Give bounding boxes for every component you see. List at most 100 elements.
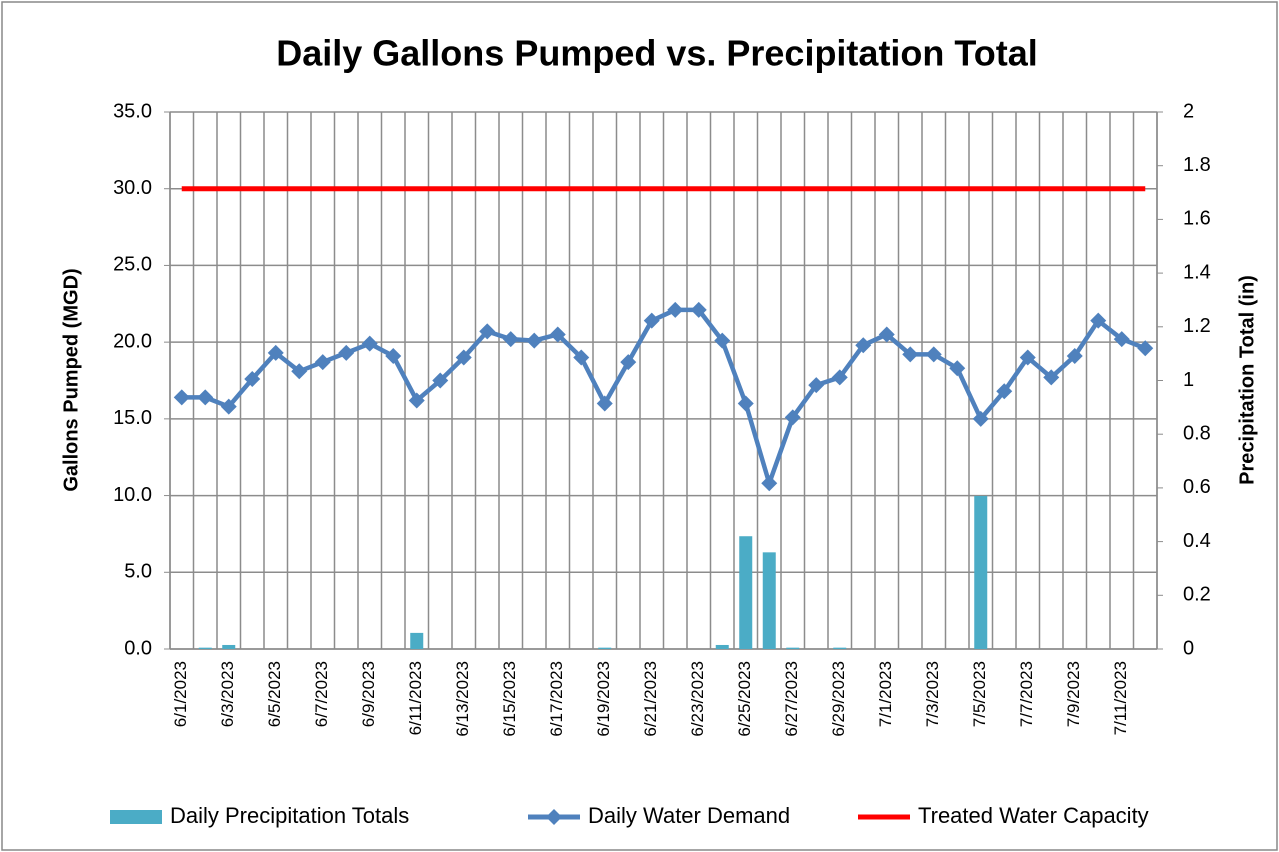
y2-tick-label: 0.4 bbox=[1183, 530, 1211, 552]
marker bbox=[338, 344, 355, 361]
y2-tick-label: 0.8 bbox=[1183, 422, 1211, 444]
x-tick-label: 6/9/2023 bbox=[359, 661, 378, 727]
y2-tick-label: 1 bbox=[1183, 369, 1194, 391]
bar bbox=[198, 647, 212, 649]
marker bbox=[455, 349, 472, 366]
marker bbox=[949, 360, 966, 377]
x-tick-label: 6/25/2023 bbox=[735, 661, 754, 737]
marker bbox=[314, 354, 331, 371]
marker bbox=[385, 347, 402, 364]
y-tick-label: 5.0 bbox=[124, 561, 152, 583]
marker bbox=[197, 389, 214, 406]
x-tick-label: 6/27/2023 bbox=[782, 661, 801, 737]
marker bbox=[902, 346, 919, 363]
y2-tick-label: 2 bbox=[1183, 100, 1194, 122]
y-tick-label: 25.0 bbox=[113, 254, 152, 276]
y-tick-label: 10.0 bbox=[113, 484, 152, 506]
x-tick-label: 7/3/2023 bbox=[923, 661, 942, 727]
bar bbox=[715, 644, 729, 649]
marker bbox=[432, 372, 449, 389]
marker bbox=[1090, 312, 1107, 329]
marker bbox=[291, 363, 308, 380]
marker bbox=[408, 392, 425, 409]
marker bbox=[361, 335, 378, 352]
legend-swatch bbox=[110, 810, 162, 824]
y-tick-label: 35.0 bbox=[113, 100, 152, 122]
marker bbox=[1137, 340, 1154, 357]
marker bbox=[996, 383, 1013, 400]
marker bbox=[643, 312, 660, 329]
marker bbox=[808, 377, 825, 394]
legend-label: Daily Water Demand bbox=[588, 803, 790, 828]
marker bbox=[173, 389, 190, 406]
y2-axis-label: Precipitation Total (in) bbox=[1236, 275, 1258, 485]
marker bbox=[502, 331, 519, 348]
x-tick-label: 7/5/2023 bbox=[970, 661, 989, 727]
marker bbox=[761, 475, 778, 492]
x-tick-label: 6/13/2023 bbox=[453, 661, 472, 737]
y2-tick-label: 1.2 bbox=[1183, 315, 1211, 337]
bar bbox=[739, 536, 753, 649]
legend-swatch bbox=[546, 809, 562, 825]
marker bbox=[1113, 331, 1130, 348]
marker bbox=[220, 398, 237, 415]
marker bbox=[737, 395, 754, 412]
x-tick-label: 6/17/2023 bbox=[547, 661, 566, 737]
y2-tick-label: 0 bbox=[1183, 637, 1194, 659]
bar bbox=[762, 552, 776, 649]
y-tick-label: 30.0 bbox=[113, 177, 152, 199]
marker bbox=[855, 337, 872, 354]
marker bbox=[267, 344, 284, 361]
marker bbox=[596, 395, 613, 412]
x-tick-label: 7/1/2023 bbox=[876, 661, 895, 727]
y2-tick-label: 1.6 bbox=[1183, 208, 1211, 230]
chart-title: Daily Gallons Pumped vs. Precipitation T… bbox=[276, 33, 1038, 74]
y-tick-label: 15.0 bbox=[113, 407, 152, 429]
marker bbox=[784, 409, 801, 426]
x-tick-label: 6/15/2023 bbox=[500, 661, 519, 737]
bar bbox=[786, 647, 800, 649]
y-axis-label: Gallons Pumped (MGD) bbox=[60, 268, 82, 491]
bar bbox=[222, 644, 236, 649]
x-tick-label: 6/21/2023 bbox=[641, 661, 660, 737]
x-tick-label: 6/19/2023 bbox=[594, 661, 613, 737]
x-tick-label: 6/29/2023 bbox=[829, 661, 848, 737]
marker bbox=[1043, 369, 1060, 386]
x-tick-label: 6/1/2023 bbox=[171, 661, 190, 727]
marker bbox=[479, 323, 496, 340]
y-tick-label: 0.0 bbox=[124, 637, 152, 659]
marker bbox=[620, 354, 637, 371]
legend-label: Daily Precipitation Totals bbox=[170, 803, 409, 828]
x-tick-label: 6/5/2023 bbox=[265, 661, 284, 727]
marker bbox=[526, 332, 543, 349]
y-tick-label: 20.0 bbox=[113, 330, 152, 352]
marker bbox=[690, 301, 707, 318]
bar bbox=[410, 632, 424, 649]
y2-tick-label: 0.2 bbox=[1183, 584, 1211, 606]
y2-tick-label: 1.4 bbox=[1183, 261, 1211, 283]
y2-tick-label: 0.6 bbox=[1183, 476, 1211, 498]
legend-label: Treated Water Capacity bbox=[918, 803, 1149, 828]
x-tick-label: 7/11/2023 bbox=[1111, 661, 1130, 735]
x-tick-label: 7/7/2023 bbox=[1017, 661, 1036, 727]
bar bbox=[598, 647, 612, 649]
x-tick-label: 6/3/2023 bbox=[218, 661, 237, 727]
marker bbox=[972, 410, 989, 427]
marker bbox=[1066, 347, 1083, 364]
marker bbox=[831, 369, 848, 386]
marker bbox=[1019, 349, 1036, 366]
x-tick-label: 7/9/2023 bbox=[1064, 661, 1083, 727]
bar bbox=[833, 647, 847, 649]
bar bbox=[974, 495, 988, 649]
y2-tick-label: 1.8 bbox=[1183, 154, 1211, 176]
marker bbox=[573, 349, 590, 366]
marker bbox=[714, 332, 731, 349]
marker bbox=[925, 346, 942, 363]
x-tick-label: 6/11/2023 bbox=[406, 661, 425, 735]
marker bbox=[549, 326, 566, 343]
marker bbox=[667, 301, 684, 318]
x-tick-label: 6/7/2023 bbox=[312, 661, 331, 727]
marker bbox=[878, 326, 895, 343]
